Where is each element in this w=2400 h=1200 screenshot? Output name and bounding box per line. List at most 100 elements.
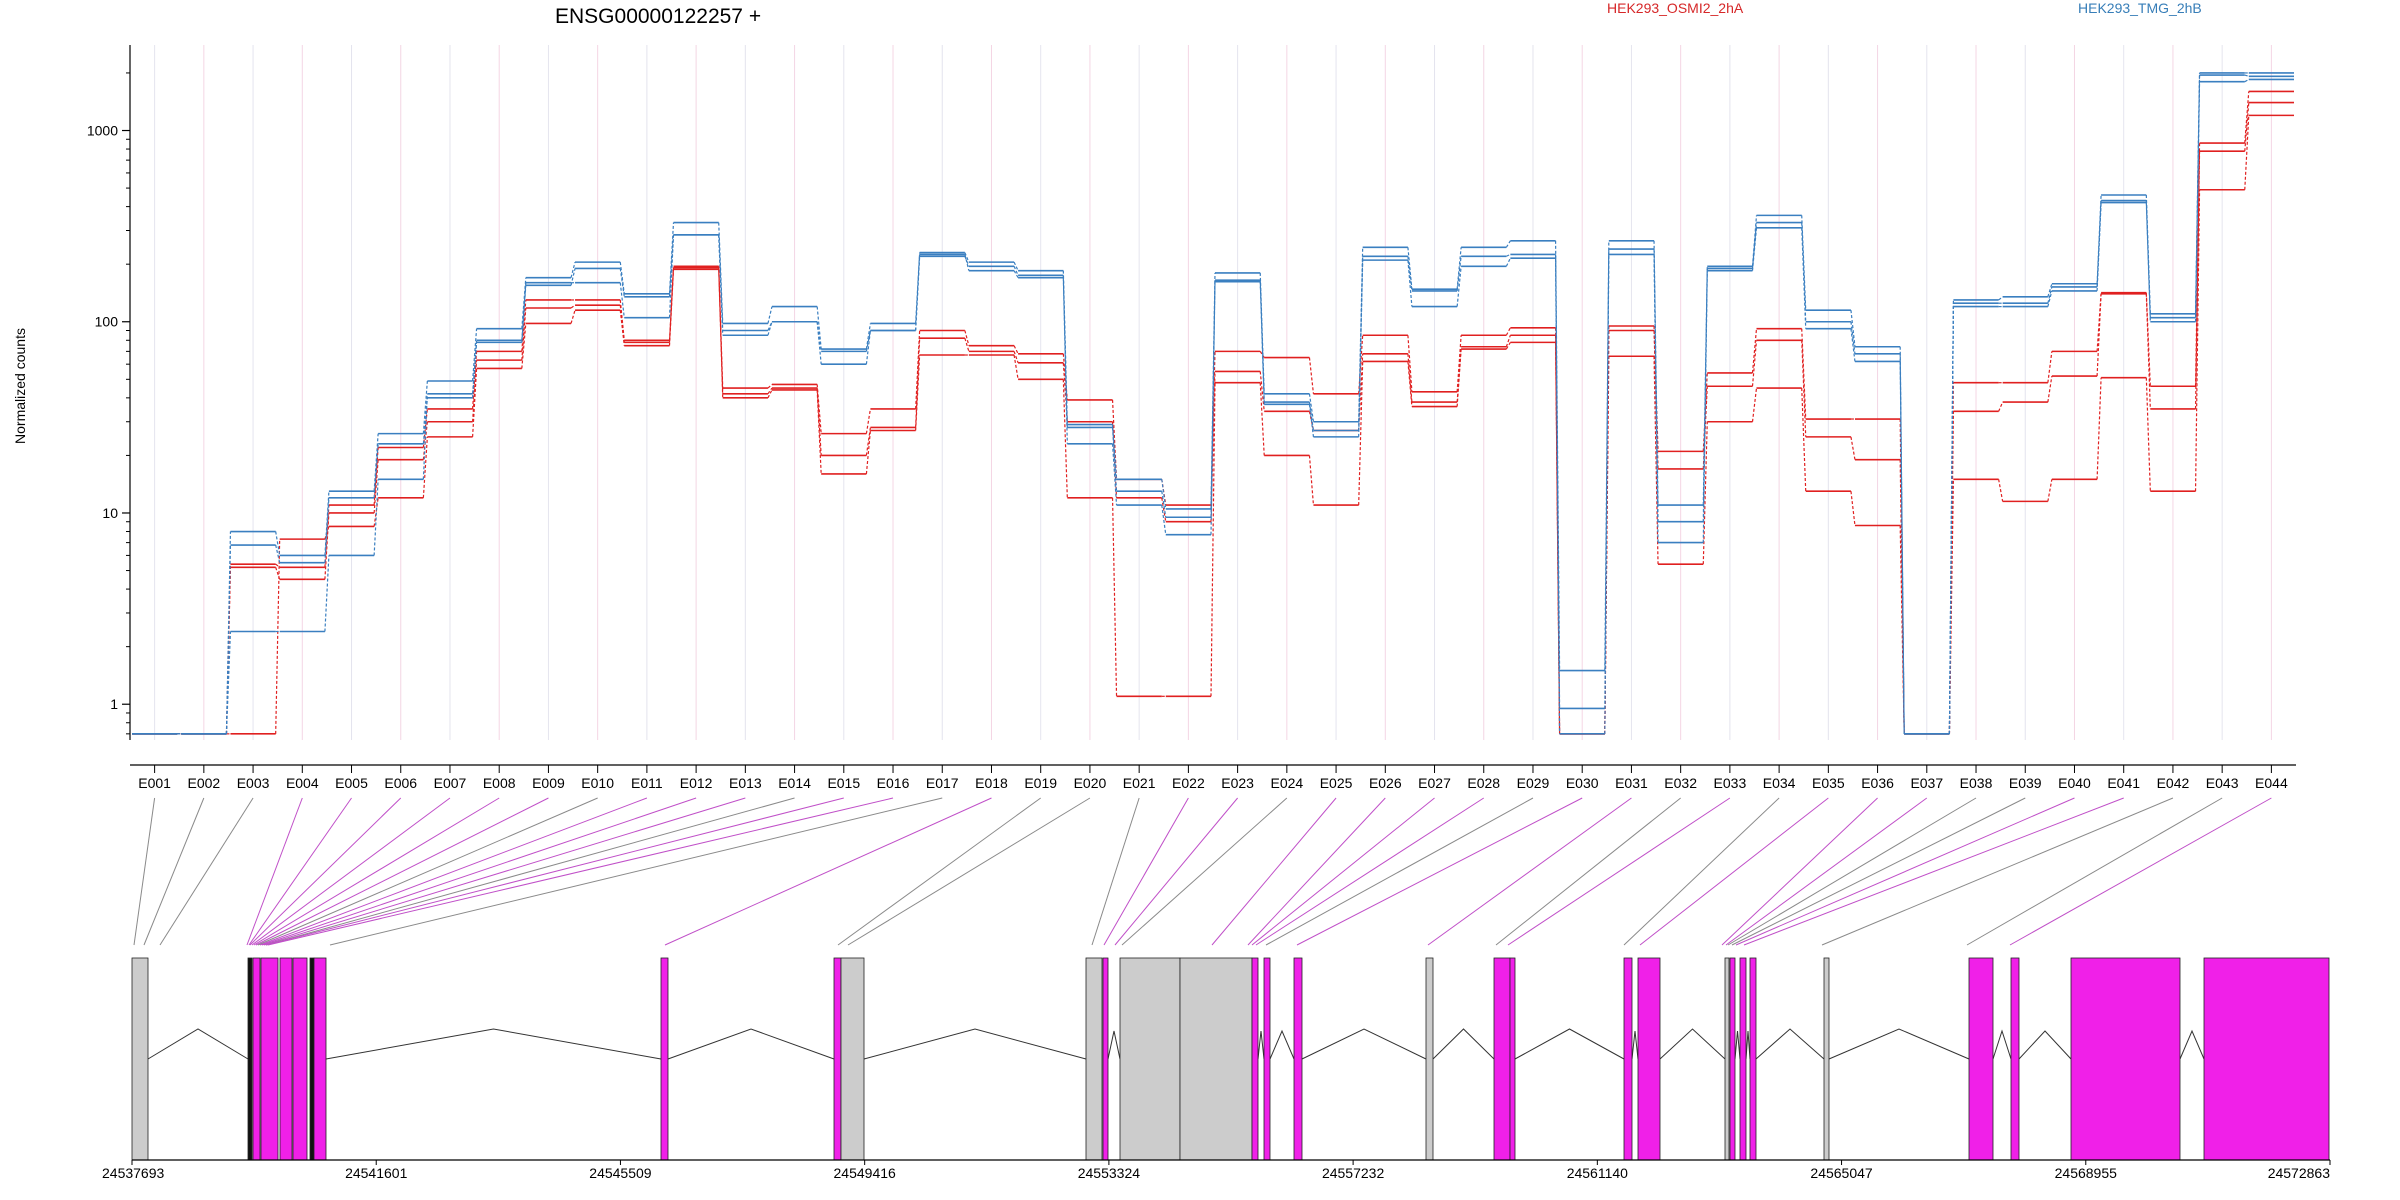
series-transition: [275, 531, 281, 556]
series-transition: [2145, 377, 2151, 492]
exon-connector: [259, 797, 648, 946]
exon-connector: [1211, 797, 1337, 946]
x-tick-label: E024: [1270, 775, 1303, 791]
series-transition: [816, 384, 822, 434]
exon-connector: [251, 797, 451, 946]
series-transition: [1702, 421, 1708, 565]
y-tick-label: 100: [95, 314, 119, 330]
series-transition: [521, 323, 527, 369]
x-tick-label: E037: [1910, 775, 1943, 791]
series-transition: [1801, 227, 1807, 329]
gene-model: 24537693 24541601 24545509 24549416 24553324…: [102, 957, 2331, 1181]
exon-box: [660, 957, 669, 1161]
series-transition: [422, 393, 428, 480]
series-transition: [1751, 387, 1758, 422]
intron-line: [1301, 1028, 1427, 1060]
series-transition: [1801, 388, 1807, 492]
exon-connector: [261, 797, 697, 946]
x-tick-label: E032: [1664, 775, 1697, 791]
exon-box: [840, 957, 865, 1161]
x-tick-label: E043: [2206, 775, 2239, 791]
intron-line: [1828, 1028, 1970, 1060]
x-tick-label: E020: [1074, 775, 1107, 791]
gene-coordinate-label: 24572863: [2268, 1165, 2331, 1181]
series-transition: [767, 387, 773, 395]
exon-connector: [133, 797, 156, 946]
series-transition: [1850, 321, 1856, 354]
series-transition: [2096, 377, 2102, 480]
axes: 1 10 100 1000 E001 E002 E003 E004 E005 E006 E007 E0…: [87, 45, 2296, 791]
series-transition: [225, 631, 232, 734]
gene-coordinate-label: 24561140: [1567, 1165, 1628, 1181]
series-transition: [1111, 443, 1118, 506]
x-tick-label: E034: [1763, 775, 1796, 791]
series-transition: [718, 222, 724, 324]
x-tick-label: E006: [384, 775, 417, 791]
series-transition: [1013, 351, 1019, 364]
x-tick-label: E007: [434, 775, 467, 791]
intron-line: [1514, 1028, 1625, 1060]
chart-title: ENSG00000122257 +: [555, 5, 761, 28]
x-tick-label: E029: [1517, 775, 1550, 791]
intron-line: [1107, 1030, 1121, 1060]
intron-line: [1659, 1028, 1726, 1060]
exon-connectors: [133, 797, 2272, 946]
grid-lines: [154, 45, 2272, 740]
exon-box: [1749, 957, 1757, 1161]
x-tick-label: E002: [187, 775, 220, 791]
exon-connector: [1735, 797, 2075, 946]
series-transition: [471, 368, 478, 437]
series-lines: [132, 72, 2294, 735]
x-tick-label: E005: [335, 775, 368, 791]
exon-box: [1623, 957, 1633, 1161]
x-tick-label: E041: [2107, 775, 2140, 791]
series-transition: [373, 443, 379, 498]
series-transition: [668, 234, 675, 318]
series-transition: [1013, 354, 1019, 380]
exon-connector: [1091, 797, 1140, 946]
x-tick-label: E036: [1861, 775, 1894, 791]
series-transition: [718, 267, 724, 394]
series-transition: [1850, 310, 1856, 347]
series-transition: [1456, 256, 1462, 291]
exon-box: [313, 957, 327, 1161]
series-transition: [2096, 293, 2102, 377]
series-transition: [2047, 351, 2053, 383]
series-transition: [964, 338, 970, 352]
series-transition: [1751, 328, 1758, 373]
series-transition: [422, 380, 428, 434]
x-tick-label: E026: [1369, 775, 1402, 791]
intron-line: [1631, 1030, 1639, 1060]
series-transition: [1259, 371, 1265, 412]
series-transition: [718, 234, 724, 336]
series-transition: [1554, 258, 1561, 734]
series-transition: [718, 269, 724, 398]
gene-coordinate-label: 24557232: [1322, 1165, 1385, 1181]
exon-box: [2203, 957, 2330, 1161]
x-tick-label: E042: [2157, 775, 2190, 791]
intron-line: [667, 1028, 835, 1060]
exon-box: [247, 957, 253, 1161]
series-transition: [668, 222, 675, 294]
gene-coordinate-label: 24565047: [1810, 1165, 1873, 1181]
series-transition: [1259, 351, 1265, 358]
exon-connector: [1731, 797, 2026, 946]
series-transition: [964, 330, 970, 346]
series-transition: [1653, 254, 1659, 543]
series-transition: [619, 282, 625, 318]
series-transition: [1850, 491, 1856, 526]
x-tick-label: E010: [581, 775, 614, 791]
series-transition: [2244, 91, 2250, 144]
series-transition: [1850, 328, 1856, 362]
exon-connector: [1727, 797, 1977, 946]
exon-connector: [263, 797, 746, 946]
exon-box: [1293, 957, 1303, 1161]
x-tick-label: E044: [2255, 775, 2288, 791]
series-transition: [2244, 78, 2250, 83]
intron-line: [2179, 1029, 2205, 1060]
x-tick-label: E019: [1024, 775, 1057, 791]
series-transition: [865, 408, 872, 434]
series-transition: [471, 328, 478, 382]
exon-box: [292, 957, 308, 1161]
exon-box: [1102, 957, 1109, 1161]
